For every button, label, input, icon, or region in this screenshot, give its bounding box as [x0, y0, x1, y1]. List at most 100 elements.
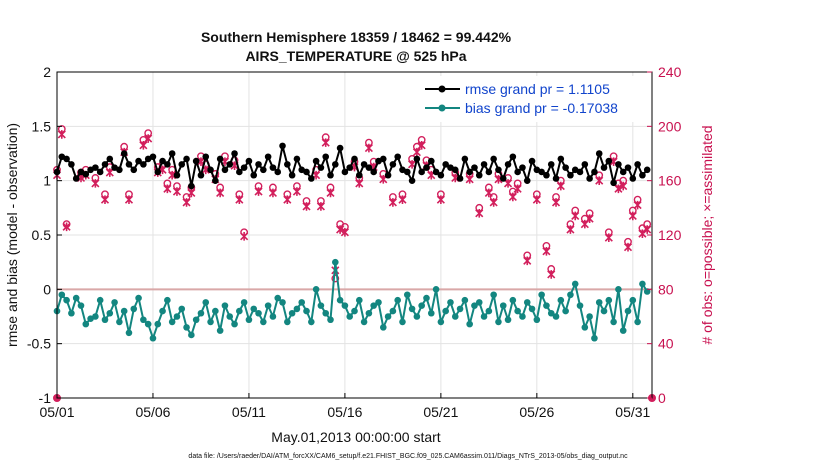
rmse-point	[519, 164, 526, 171]
obs-assimilated-marker	[532, 195, 541, 204]
bias-point	[216, 327, 224, 334]
bias-point	[634, 318, 641, 326]
bias-point	[418, 302, 425, 309]
bias-point	[351, 307, 358, 315]
rmse-point	[576, 168, 584, 176]
obs-assimilated-marker	[571, 211, 580, 221]
bias-point	[264, 302, 272, 309]
rmse-point	[384, 171, 392, 179]
bias-point	[92, 313, 99, 320]
rmse-point	[92, 164, 99, 171]
rmse-point	[351, 155, 358, 163]
bias-point	[130, 305, 138, 313]
bias-point	[547, 309, 555, 317]
bias-point	[528, 305, 536, 313]
obs-assimilated-marker	[503, 179, 513, 188]
obs-assimilated-marker	[91, 179, 100, 188]
bias-point	[125, 329, 133, 337]
bias-point	[341, 302, 349, 309]
rmse-point	[125, 161, 133, 168]
rmse-point	[336, 144, 344, 152]
bias-point	[447, 299, 454, 306]
y-tick-label: 1.5	[32, 118, 52, 134]
rmse-point	[255, 161, 262, 168]
bias-point	[499, 302, 507, 309]
bias-point	[96, 296, 104, 304]
bias-point	[173, 313, 181, 320]
rmse-point	[164, 161, 171, 168]
rmse-point	[475, 171, 483, 179]
bias-point	[303, 307, 310, 315]
bias-point	[480, 313, 488, 320]
rmse-point	[379, 155, 387, 163]
bias-point	[552, 313, 560, 320]
bias-point	[427, 309, 435, 317]
rmse-point	[408, 177, 416, 184]
y-tick-label: 2	[43, 64, 51, 80]
rmse-point	[231, 150, 238, 157]
obs-assimilated-marker	[144, 134, 153, 143]
rmse-point	[202, 153, 210, 161]
rmse-point	[178, 161, 186, 168]
bias-point	[432, 286, 440, 293]
bias-point	[240, 299, 248, 306]
bias-point	[82, 320, 90, 328]
rmse-point	[456, 175, 464, 182]
x-tick-label: 05/16	[327, 404, 362, 420]
bias-point	[120, 307, 128, 315]
obs-assimilated-marker	[638, 229, 647, 238]
legend-bias-label: bias grand pr = -0.17038	[465, 100, 618, 116]
bias-point	[615, 286, 622, 293]
obs-assimilated-marker	[187, 188, 196, 198]
rmse-point	[154, 168, 162, 176]
obs-assimilated-marker	[465, 175, 474, 184]
rmse-point	[207, 166, 214, 174]
rmse-point	[471, 164, 478, 171]
rmse-point	[279, 142, 286, 150]
rmse-point	[332, 161, 339, 168]
bias-point	[355, 296, 363, 304]
rmse-point	[499, 175, 507, 182]
rmse-point	[284, 161, 291, 168]
rmse-point	[365, 164, 373, 171]
rmse-point	[552, 175, 560, 182]
obs-possible-marker	[331, 274, 340, 283]
obs-assimilated-marker	[168, 170, 177, 180]
bias-point	[63, 296, 70, 304]
y-right-tick-label: 40	[658, 336, 674, 352]
rmse-point	[639, 171, 646, 179]
obs-assimilated-marker	[484, 188, 493, 198]
rmse-point	[480, 161, 488, 168]
obs-assimilated-marker	[436, 195, 445, 204]
bias-point	[490, 291, 497, 299]
obs-assimilated-marker	[619, 181, 628, 191]
rmse-point	[159, 157, 166, 165]
bias-point	[279, 299, 286, 306]
obs-assimilated-marker	[355, 179, 364, 188]
rmse-point	[427, 157, 435, 165]
bias-point	[523, 299, 531, 306]
y-right-tick-label: 240	[658, 64, 682, 80]
bias-point	[260, 318, 267, 326]
rmse-point	[562, 164, 569, 171]
bias-point	[581, 324, 589, 331]
rmse-point	[106, 155, 114, 163]
rmse-point	[260, 166, 267, 174]
rmse-line	[56, 145, 648, 187]
rmse-point	[418, 168, 425, 176]
obs-assimilated-marker	[595, 176, 604, 185]
bias-point	[332, 258, 339, 266]
rmse-point	[394, 153, 401, 161]
bias-point	[116, 318, 123, 326]
bias-point	[624, 307, 632, 315]
rmse-point	[130, 166, 138, 174]
obs-assimilated-marker	[566, 225, 575, 234]
bias-point	[375, 299, 382, 306]
rmse-point	[355, 171, 363, 179]
rmse-point	[567, 171, 574, 179]
bias-point	[456, 305, 464, 313]
rmse-point	[322, 153, 330, 161]
bias-point	[327, 316, 334, 324]
x-axis-ticks: 05/01 05/06 05/11 05/16 05/21 05/26 05/31	[39, 393, 651, 420]
obs-assimilated-marker	[57, 130, 66, 139]
